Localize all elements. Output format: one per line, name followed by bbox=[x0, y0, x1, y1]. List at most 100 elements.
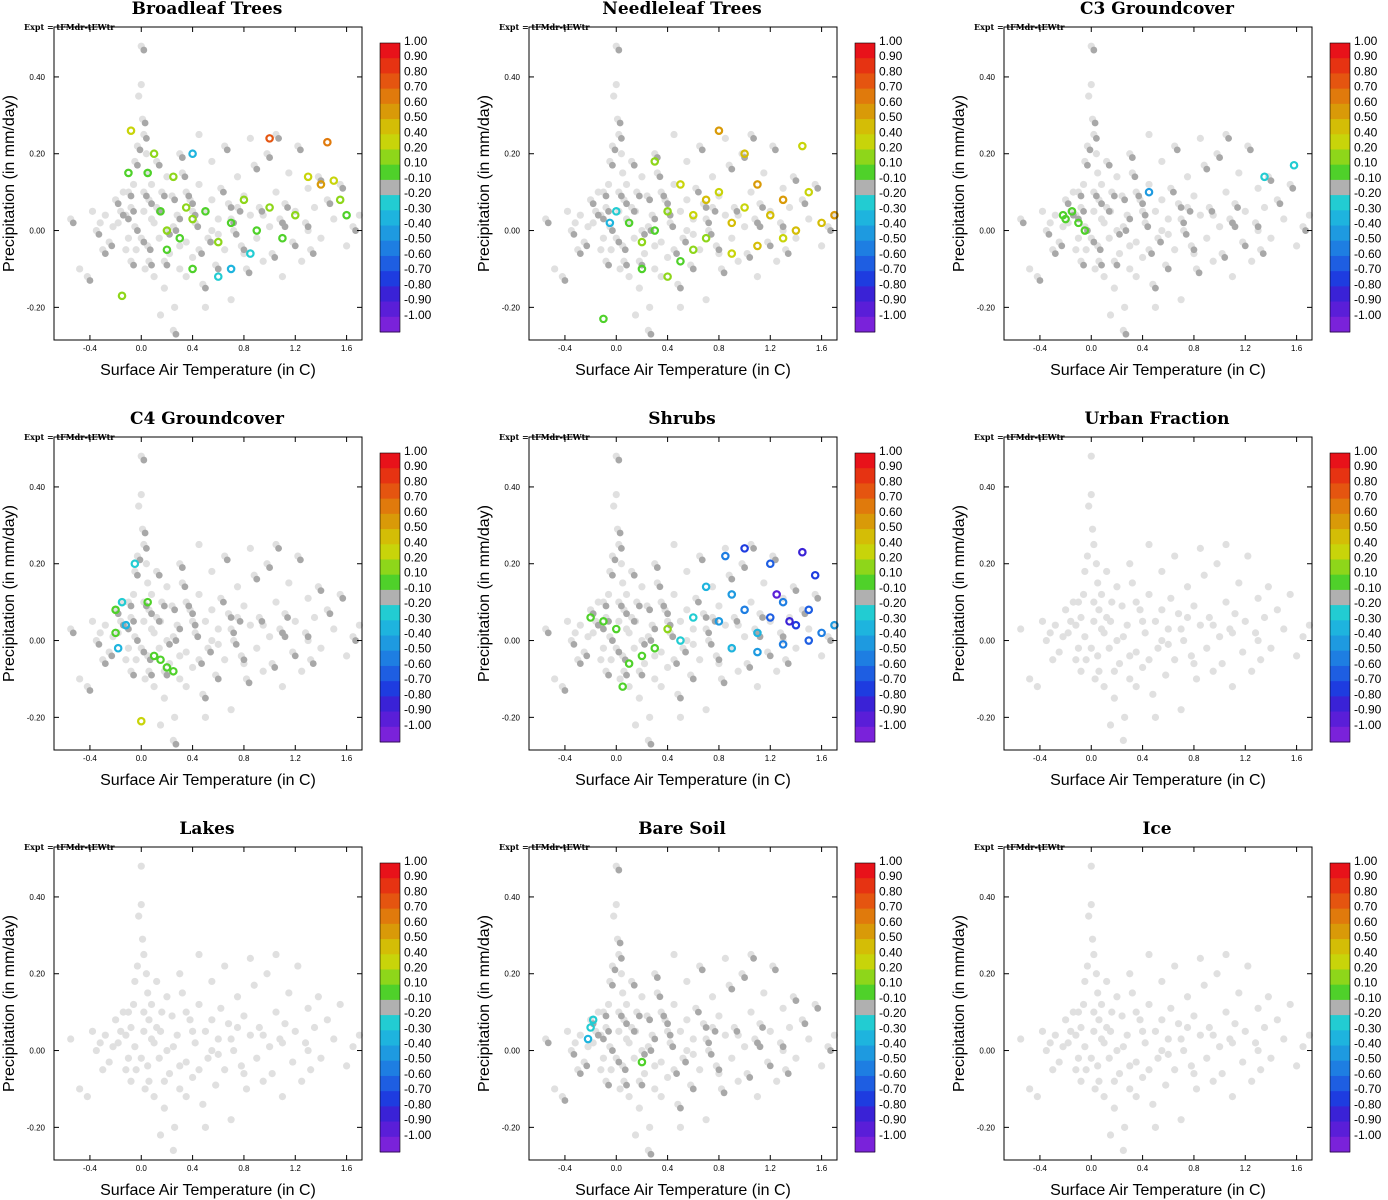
colorbar-label: 0.70 bbox=[879, 900, 903, 914]
background-point bbox=[1069, 188, 1077, 196]
background-point bbox=[1260, 203, 1269, 212]
colorbar-label: 1.00 bbox=[1354, 854, 1378, 868]
data-point bbox=[189, 610, 197, 618]
colorbar-label: 0.50 bbox=[879, 930, 903, 944]
background-point bbox=[617, 970, 625, 978]
colorbar-label: -0.40 bbox=[1354, 1037, 1382, 1051]
colorbar-label: -0.10 bbox=[1354, 171, 1382, 185]
highlight-point bbox=[162, 245, 172, 255]
data-point bbox=[240, 656, 248, 664]
colorbar-swatch bbox=[380, 908, 400, 925]
background-point bbox=[1059, 633, 1067, 641]
colorbar-label: -0.80 bbox=[404, 277, 432, 291]
data-point bbox=[86, 687, 94, 694]
highlight-point bbox=[239, 195, 249, 205]
background-point bbox=[1103, 977, 1111, 986]
colorbar-swatch bbox=[380, 893, 400, 910]
data-point bbox=[1135, 192, 1143, 200]
data-point bbox=[1164, 265, 1172, 273]
background-point bbox=[1126, 970, 1134, 978]
background-point bbox=[1222, 188, 1230, 196]
background-point bbox=[1128, 579, 1136, 587]
background-point bbox=[268, 1069, 276, 1078]
data-point bbox=[544, 219, 552, 227]
highlight-point bbox=[586, 613, 595, 622]
x-tick-label: 0.0 bbox=[1086, 344, 1098, 353]
background-point bbox=[1026, 1085, 1034, 1093]
colorbar-swatch bbox=[855, 43, 875, 59]
background-point bbox=[285, 989, 293, 997]
background-point bbox=[1067, 1027, 1075, 1035]
data-point bbox=[669, 1043, 677, 1051]
background-point bbox=[617, 560, 625, 568]
colorbar-label: 0.80 bbox=[1354, 884, 1378, 898]
highlight-point bbox=[714, 126, 724, 135]
background-point bbox=[1069, 598, 1077, 606]
background-point bbox=[670, 590, 678, 599]
background-point bbox=[132, 656, 140, 664]
colorbar-swatch bbox=[855, 179, 875, 196]
data-point bbox=[143, 192, 150, 200]
background-point bbox=[1200, 981, 1208, 989]
background-point bbox=[189, 663, 197, 672]
background-point bbox=[171, 1123, 179, 1131]
background-point bbox=[310, 203, 319, 212]
background-point bbox=[304, 184, 312, 192]
data-point bbox=[163, 671, 171, 679]
x-tick-label: 0.8 bbox=[713, 1164, 725, 1173]
background-point bbox=[156, 1027, 165, 1035]
data-point bbox=[615, 1058, 623, 1066]
data-point bbox=[635, 192, 643, 200]
panel-title: Lakes bbox=[179, 819, 234, 839]
data-point bbox=[689, 265, 697, 273]
background-point bbox=[224, 1020, 233, 1028]
colorbar-swatch bbox=[855, 195, 875, 211]
highlight-point bbox=[169, 172, 178, 182]
background-point bbox=[142, 560, 150, 568]
background-point bbox=[551, 265, 559, 273]
background-point bbox=[221, 656, 229, 664]
background-point bbox=[138, 935, 147, 943]
background-point bbox=[599, 644, 608, 652]
background-point bbox=[1049, 1066, 1057, 1074]
background-point bbox=[1216, 1043, 1224, 1051]
x-tick-label: 1.6 bbox=[1291, 344, 1303, 353]
background-point bbox=[640, 1069, 649, 1078]
colorbar-label: -0.20 bbox=[879, 186, 907, 200]
x-tick-label: 1.2 bbox=[765, 1164, 777, 1173]
background-point bbox=[278, 1039, 287, 1047]
data-point bbox=[207, 648, 214, 656]
background-point bbox=[1038, 617, 1047, 625]
y-tick-label: 0.00 bbox=[979, 1047, 995, 1056]
y-tick-label: -0.20 bbox=[502, 713, 521, 722]
highlight-point bbox=[169, 666, 178, 676]
colorbar-swatch bbox=[380, 544, 400, 560]
colorbar-swatch bbox=[855, 271, 875, 287]
background-point bbox=[1158, 196, 1166, 204]
background-point bbox=[779, 1004, 787, 1012]
colorbar-label: -0.30 bbox=[1354, 201, 1382, 215]
highlight-point bbox=[804, 636, 814, 645]
data-point bbox=[664, 610, 671, 618]
data-point bbox=[779, 633, 787, 641]
background-point bbox=[1077, 1077, 1085, 1085]
data-point bbox=[245, 269, 253, 277]
highlight-point bbox=[124, 168, 133, 178]
colorbar-label: -0.90 bbox=[879, 703, 907, 717]
background-point bbox=[1091, 675, 1099, 683]
data-point bbox=[609, 981, 616, 989]
background-point bbox=[1115, 249, 1124, 258]
panel-title: C3 Groundcover bbox=[1080, 0, 1235, 19]
background-point bbox=[638, 173, 646, 181]
background-point bbox=[176, 265, 184, 273]
background-point bbox=[266, 1043, 274, 1051]
highlight-point bbox=[791, 226, 801, 235]
data-point bbox=[756, 1043, 764, 1051]
colorbar-swatch bbox=[855, 316, 875, 333]
background-point bbox=[1126, 265, 1134, 273]
data-point bbox=[172, 227, 180, 234]
y-tick-label: 0.20 bbox=[504, 150, 520, 159]
background-point bbox=[1132, 1008, 1140, 1016]
background-point bbox=[1228, 1039, 1237, 1047]
data-point bbox=[611, 146, 619, 154]
